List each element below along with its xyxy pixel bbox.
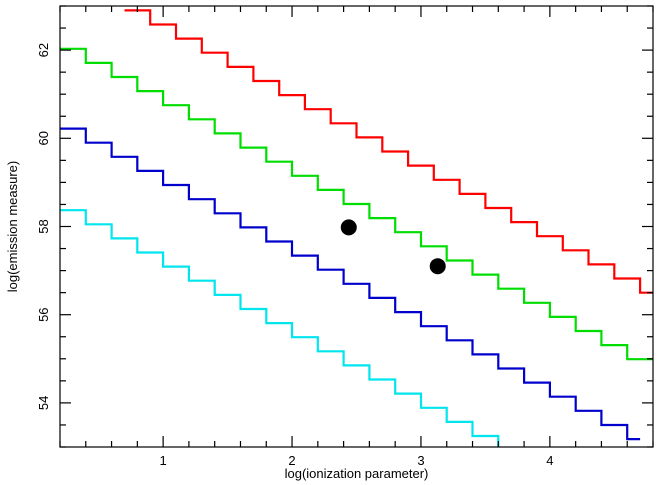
ticks-layer bbox=[59, 5, 654, 448]
x-tick-label: 4 bbox=[546, 453, 553, 468]
x-tick-label: 2 bbox=[288, 453, 295, 468]
data-point-2 bbox=[429, 258, 446, 275]
series-line-2 bbox=[60, 47, 653, 361]
x-tick-label: 3 bbox=[417, 453, 424, 468]
series-line-4 bbox=[60, 209, 500, 447]
series-line-1 bbox=[124, 9, 653, 294]
data-point-1 bbox=[340, 219, 357, 236]
y-tick-label: 56 bbox=[36, 307, 51, 321]
series-line-3 bbox=[60, 127, 641, 441]
y-tick-label: 58 bbox=[36, 219, 51, 233]
tick-labels: 1 2 3 4 54 56 58 60 62 bbox=[36, 43, 553, 468]
x-axis-label: log(ionization parameter) bbox=[285, 466, 429, 481]
points-layer bbox=[340, 219, 446, 275]
x-tick-label: 1 bbox=[160, 453, 167, 468]
y-tick-label: 60 bbox=[36, 131, 51, 145]
series-layer bbox=[60, 9, 653, 447]
y-tick-label: 62 bbox=[36, 43, 51, 57]
y-tick-label: 54 bbox=[36, 396, 51, 410]
y-axis-label: log(emission measure) bbox=[5, 161, 20, 293]
